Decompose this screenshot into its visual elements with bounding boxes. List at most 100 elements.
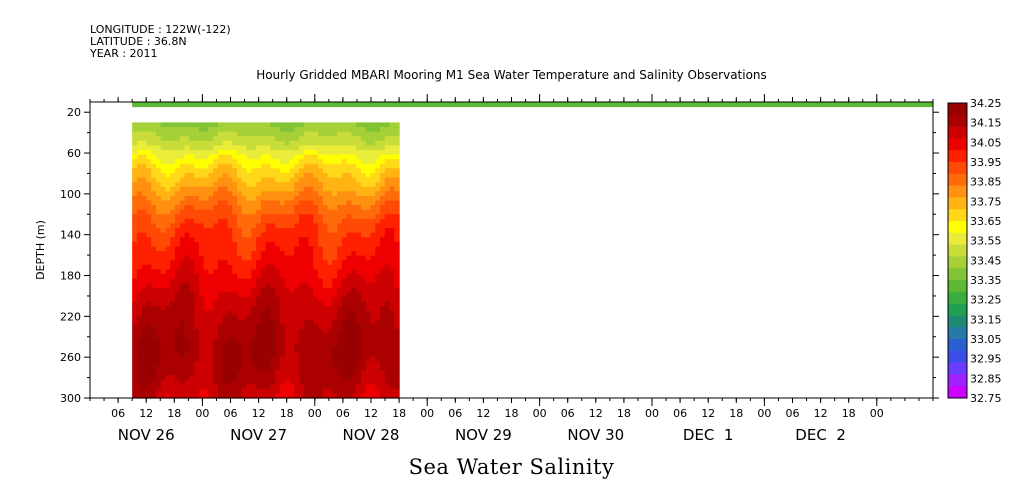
salinity-cell (313, 205, 319, 211)
salinity-cell (246, 278, 252, 284)
salinity-cell (217, 329, 224, 335)
salinity-cell (313, 241, 319, 248)
salinity-cell (241, 260, 248, 266)
salinity-cell (346, 370, 353, 376)
salinity-cell (298, 241, 305, 248)
salinity-cell (222, 163, 229, 169)
salinity-cell (308, 149, 314, 156)
salinity-cell (337, 352, 343, 358)
salinity-cell (136, 384, 143, 390)
salinity-cell (175, 159, 181, 165)
salinity-cell (318, 136, 324, 142)
salinity-cell (160, 140, 167, 146)
salinity-cell (284, 149, 291, 156)
salinity-cell (194, 375, 200, 381)
salinity-cell (256, 168, 262, 174)
salinity-cell (165, 251, 171, 257)
salinity-cell (151, 205, 157, 211)
salinity-cell (251, 241, 257, 248)
salinity-cell (179, 347, 186, 353)
salinity-cell (246, 384, 252, 390)
salinity-cell (284, 384, 291, 390)
salinity-cell (375, 205, 381, 211)
salinity-cell (246, 205, 252, 211)
salinity-cell (155, 131, 162, 137)
salinity-cell (241, 241, 248, 248)
salinity-cell (232, 241, 238, 248)
salinity-cell (375, 315, 381, 321)
salinity-cell (284, 296, 291, 303)
salinity-cell (341, 168, 348, 174)
salinity-cell (289, 140, 295, 146)
salinity-cell (360, 163, 367, 169)
salinity-cell (141, 379, 148, 385)
salinity-cell (356, 273, 362, 280)
salinity-cell (203, 191, 210, 197)
salinity-cell (341, 177, 348, 183)
salinity-cell (294, 264, 300, 270)
salinity-cell (203, 269, 210, 275)
salinity-cell (389, 388, 395, 395)
year-text: YEAR : 2011 (90, 47, 158, 60)
salinity-cell (356, 228, 362, 234)
salinity-cell (279, 273, 286, 280)
salinity-cell (375, 140, 381, 146)
salinity-cell (308, 370, 314, 376)
salinity-cell (356, 388, 362, 395)
salinity-cell (189, 159, 195, 165)
salinity-cell (389, 223, 395, 229)
salinity-cell (146, 154, 152, 160)
salinity-cell (217, 260, 224, 266)
salinity-cell (175, 287, 181, 293)
salinity-cell (370, 375, 376, 381)
salinity-cell (227, 140, 233, 146)
salinity-cell (256, 140, 262, 146)
salinity-cell (213, 365, 219, 372)
salinity-cell (208, 273, 214, 280)
salinity-cell (313, 218, 319, 225)
salinity-cell (232, 214, 238, 220)
salinity-cell (384, 365, 391, 372)
salinity-cell (141, 375, 148, 381)
salinity-cell (198, 347, 205, 353)
salinity-cell (160, 379, 167, 385)
salinity-cell (270, 278, 276, 284)
salinity-cell (294, 228, 300, 234)
salinity-cell (318, 370, 324, 376)
salinity-cell (160, 356, 167, 362)
salinity-cell (189, 149, 195, 156)
salinity-cell (360, 342, 367, 349)
salinity-cell (151, 264, 157, 270)
salinity-cell (136, 375, 143, 381)
salinity-cell (194, 154, 200, 160)
salinity-cell (213, 191, 219, 197)
salinity-cell (132, 315, 138, 321)
salinity-cell (275, 370, 281, 376)
salinity-cell (380, 342, 386, 349)
salinity-cell (375, 168, 381, 174)
salinity-cell (260, 356, 267, 362)
salinity-cell (246, 200, 252, 206)
salinity-cell (155, 361, 162, 367)
salinity-cell (170, 310, 176, 316)
salinity-cell (260, 140, 267, 146)
salinity-cell (270, 356, 276, 362)
salinity-cell (332, 352, 338, 358)
salinity-cell (203, 246, 210, 252)
salinity-cell (298, 287, 305, 293)
salinity-cell (389, 200, 395, 206)
salinity-cell (356, 306, 362, 312)
salinity-cell (346, 149, 353, 156)
salinity-cell (213, 356, 219, 362)
salinity-cell (303, 283, 310, 289)
salinity-cell (389, 278, 395, 284)
salinity-cell (327, 306, 333, 312)
salinity-cell (341, 287, 348, 293)
salinity-cell (132, 140, 138, 146)
salinity-cell (365, 163, 372, 169)
salinity-cell (337, 172, 343, 179)
salinity-cell (260, 301, 267, 307)
salinity-cell (246, 163, 252, 169)
salinity-cell (217, 149, 224, 156)
salinity-cell (322, 237, 329, 243)
